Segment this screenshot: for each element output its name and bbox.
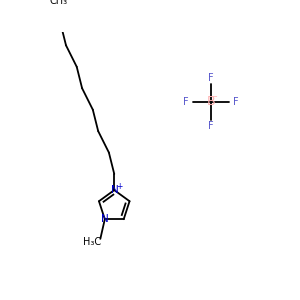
- Text: F: F: [208, 73, 214, 82]
- Text: F: F: [208, 121, 214, 131]
- Text: F: F: [233, 97, 238, 106]
- Text: +: +: [116, 182, 123, 191]
- Text: −: −: [212, 94, 217, 100]
- Text: N: N: [111, 185, 119, 195]
- Text: H₃C: H₃C: [83, 237, 101, 248]
- Text: CH₃: CH₃: [50, 0, 68, 6]
- Text: N: N: [101, 214, 109, 224]
- Text: F: F: [183, 97, 189, 106]
- Text: B: B: [206, 95, 215, 108]
